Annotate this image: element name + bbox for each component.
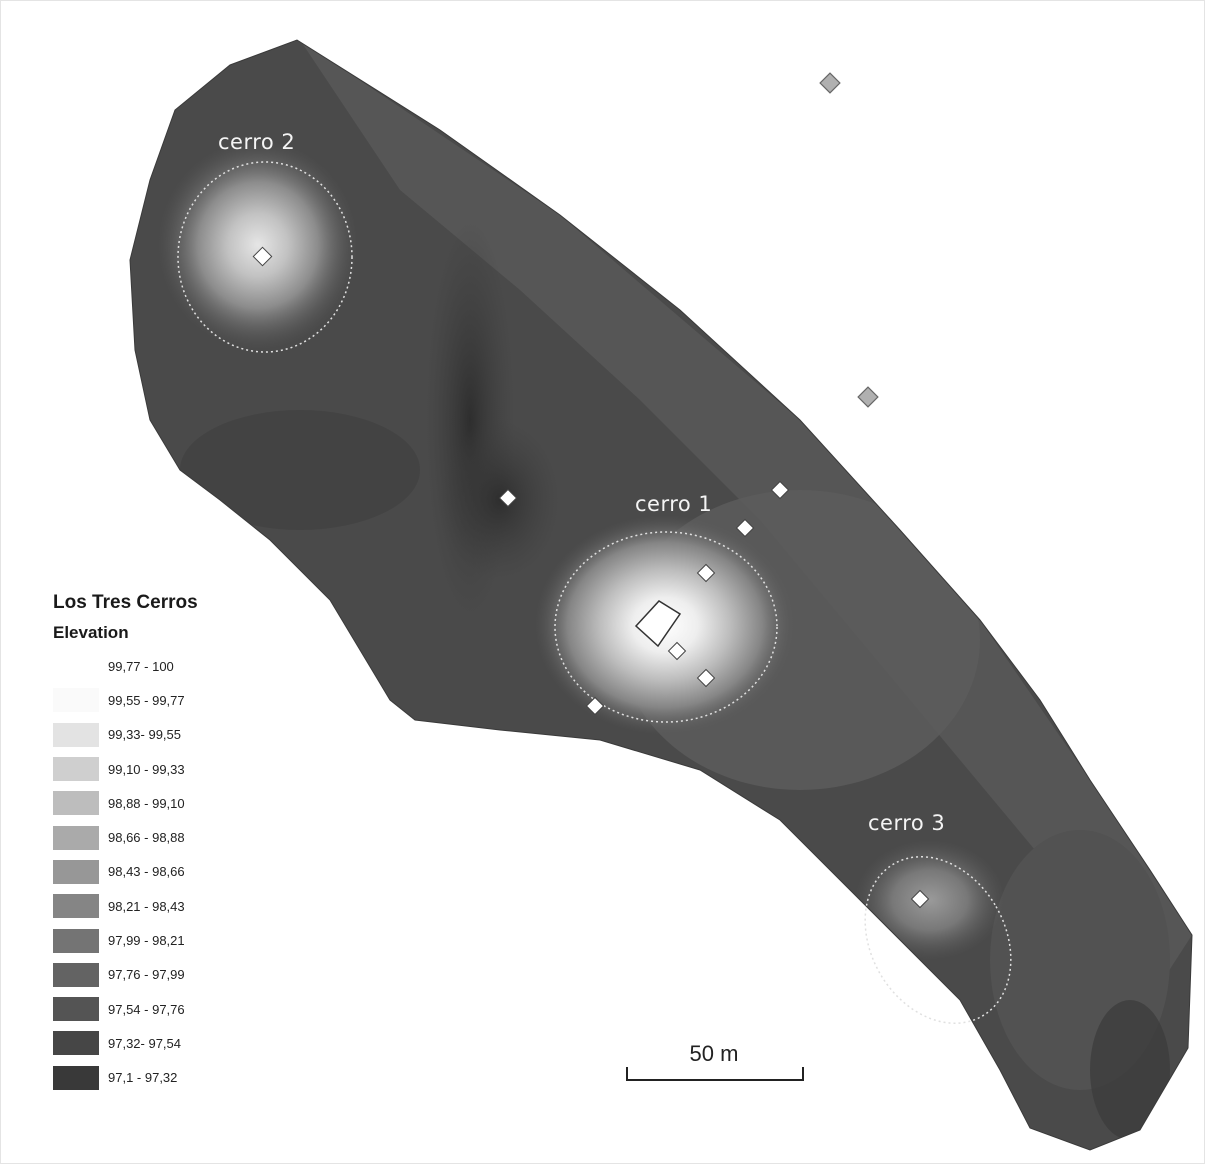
structure-outline (634, 600, 682, 648)
legend-label: 97,32- 97,54 (108, 1035, 182, 1051)
legend-item: 98,21 - 98,43 (53, 889, 313, 923)
legend-label: 98,88 - 99,10 (108, 795, 185, 811)
legend-swatch (53, 894, 99, 919)
legend: Los Tres Cerros Elevation 99,77 - 100 99,… (53, 592, 313, 1095)
legend-swatch (53, 928, 99, 953)
marker (498, 488, 518, 508)
legend-title: Los Tres Cerros (53, 592, 198, 613)
hill-label-cerro-3: cerro 3 (868, 811, 946, 835)
legend-label: 99,55 - 99,77 (108, 692, 185, 708)
legend-item: 97,32- 97,54 (53, 1026, 313, 1060)
marker (770, 480, 790, 500)
legend-item: 98,43 - 98,66 (53, 855, 313, 889)
hill-label-cerro-2: cerro 2 (218, 130, 296, 154)
scale-bar-label: 50 m (689, 1041, 739, 1066)
marker (696, 668, 716, 688)
legend-swatch (53, 1065, 99, 1090)
legend-label: 97,76 - 97,99 (108, 967, 185, 983)
legend-swatch (53, 791, 99, 816)
legend-item: 98,88 - 99,10 (53, 786, 313, 820)
legend-item: 99,55 - 99,77 (53, 683, 313, 717)
legend-swatch (53, 825, 99, 850)
site-outline (129, 39, 1193, 1151)
legend-item: 99,33- 99,55 (53, 718, 313, 752)
marker (252, 246, 273, 267)
legend-swatch (53, 654, 99, 679)
marker (819, 72, 841, 94)
legend-item: 97,99 - 98,21 (53, 923, 313, 957)
legend-label: 98,21 - 98,43 (108, 898, 185, 914)
legend-item: 99,77 - 100 (53, 649, 313, 683)
legend-swatch (53, 859, 99, 884)
hill-outline-cerro-3 (864, 856, 1012, 1024)
legend-swatch (53, 722, 99, 747)
legend-label: 99,33- 99,55 (108, 727, 182, 743)
external-markers (819, 72, 879, 408)
marker (667, 641, 687, 661)
hill-outline-cerro-2 (177, 161, 353, 353)
marker (585, 696, 605, 716)
legend-item: 97,54 - 97,76 (53, 992, 313, 1026)
legend-label: 98,66 - 98,88 (108, 830, 185, 846)
site-markers (252, 246, 930, 909)
legend-swatch (53, 757, 99, 782)
legend-swatch (53, 1031, 99, 1056)
legend-swatch (53, 688, 99, 713)
legend-label: 97,99 - 98,21 (108, 933, 185, 949)
hill-label-cerro-1: cerro 1 (635, 492, 713, 516)
legend-item: 97,1 - 97,32 (53, 1061, 313, 1095)
legend-subtitle: Elevation (53, 623, 129, 642)
legend-swatch (53, 997, 99, 1022)
hill-outline-cerro-1 (554, 531, 778, 723)
marker (857, 386, 879, 408)
scale-bar-line (626, 1067, 804, 1081)
legend-label: 97,54 - 97,76 (108, 1001, 185, 1017)
marker (910, 889, 930, 909)
legend-label: 97,1 - 97,32 (108, 1070, 178, 1086)
legend-item: 99,10 - 99,33 (53, 752, 313, 786)
legend-swatch (53, 962, 99, 987)
marker (696, 563, 716, 583)
legend-item: 97,76 - 97,99 (53, 958, 313, 992)
legend-label: 98,43 - 98,66 (108, 864, 185, 880)
legend-items: 99,77 - 100 99,55 - 99,77 99,33- 99,55 99,1… (53, 649, 313, 1095)
legend-item: 98,66 - 98,88 (53, 820, 313, 854)
legend-label: 99,10 - 99,33 (108, 761, 185, 777)
legend-label: 99,77 - 100 (108, 658, 174, 674)
scale-bar: 50 m (626, 1037, 804, 1081)
marker (735, 518, 755, 538)
